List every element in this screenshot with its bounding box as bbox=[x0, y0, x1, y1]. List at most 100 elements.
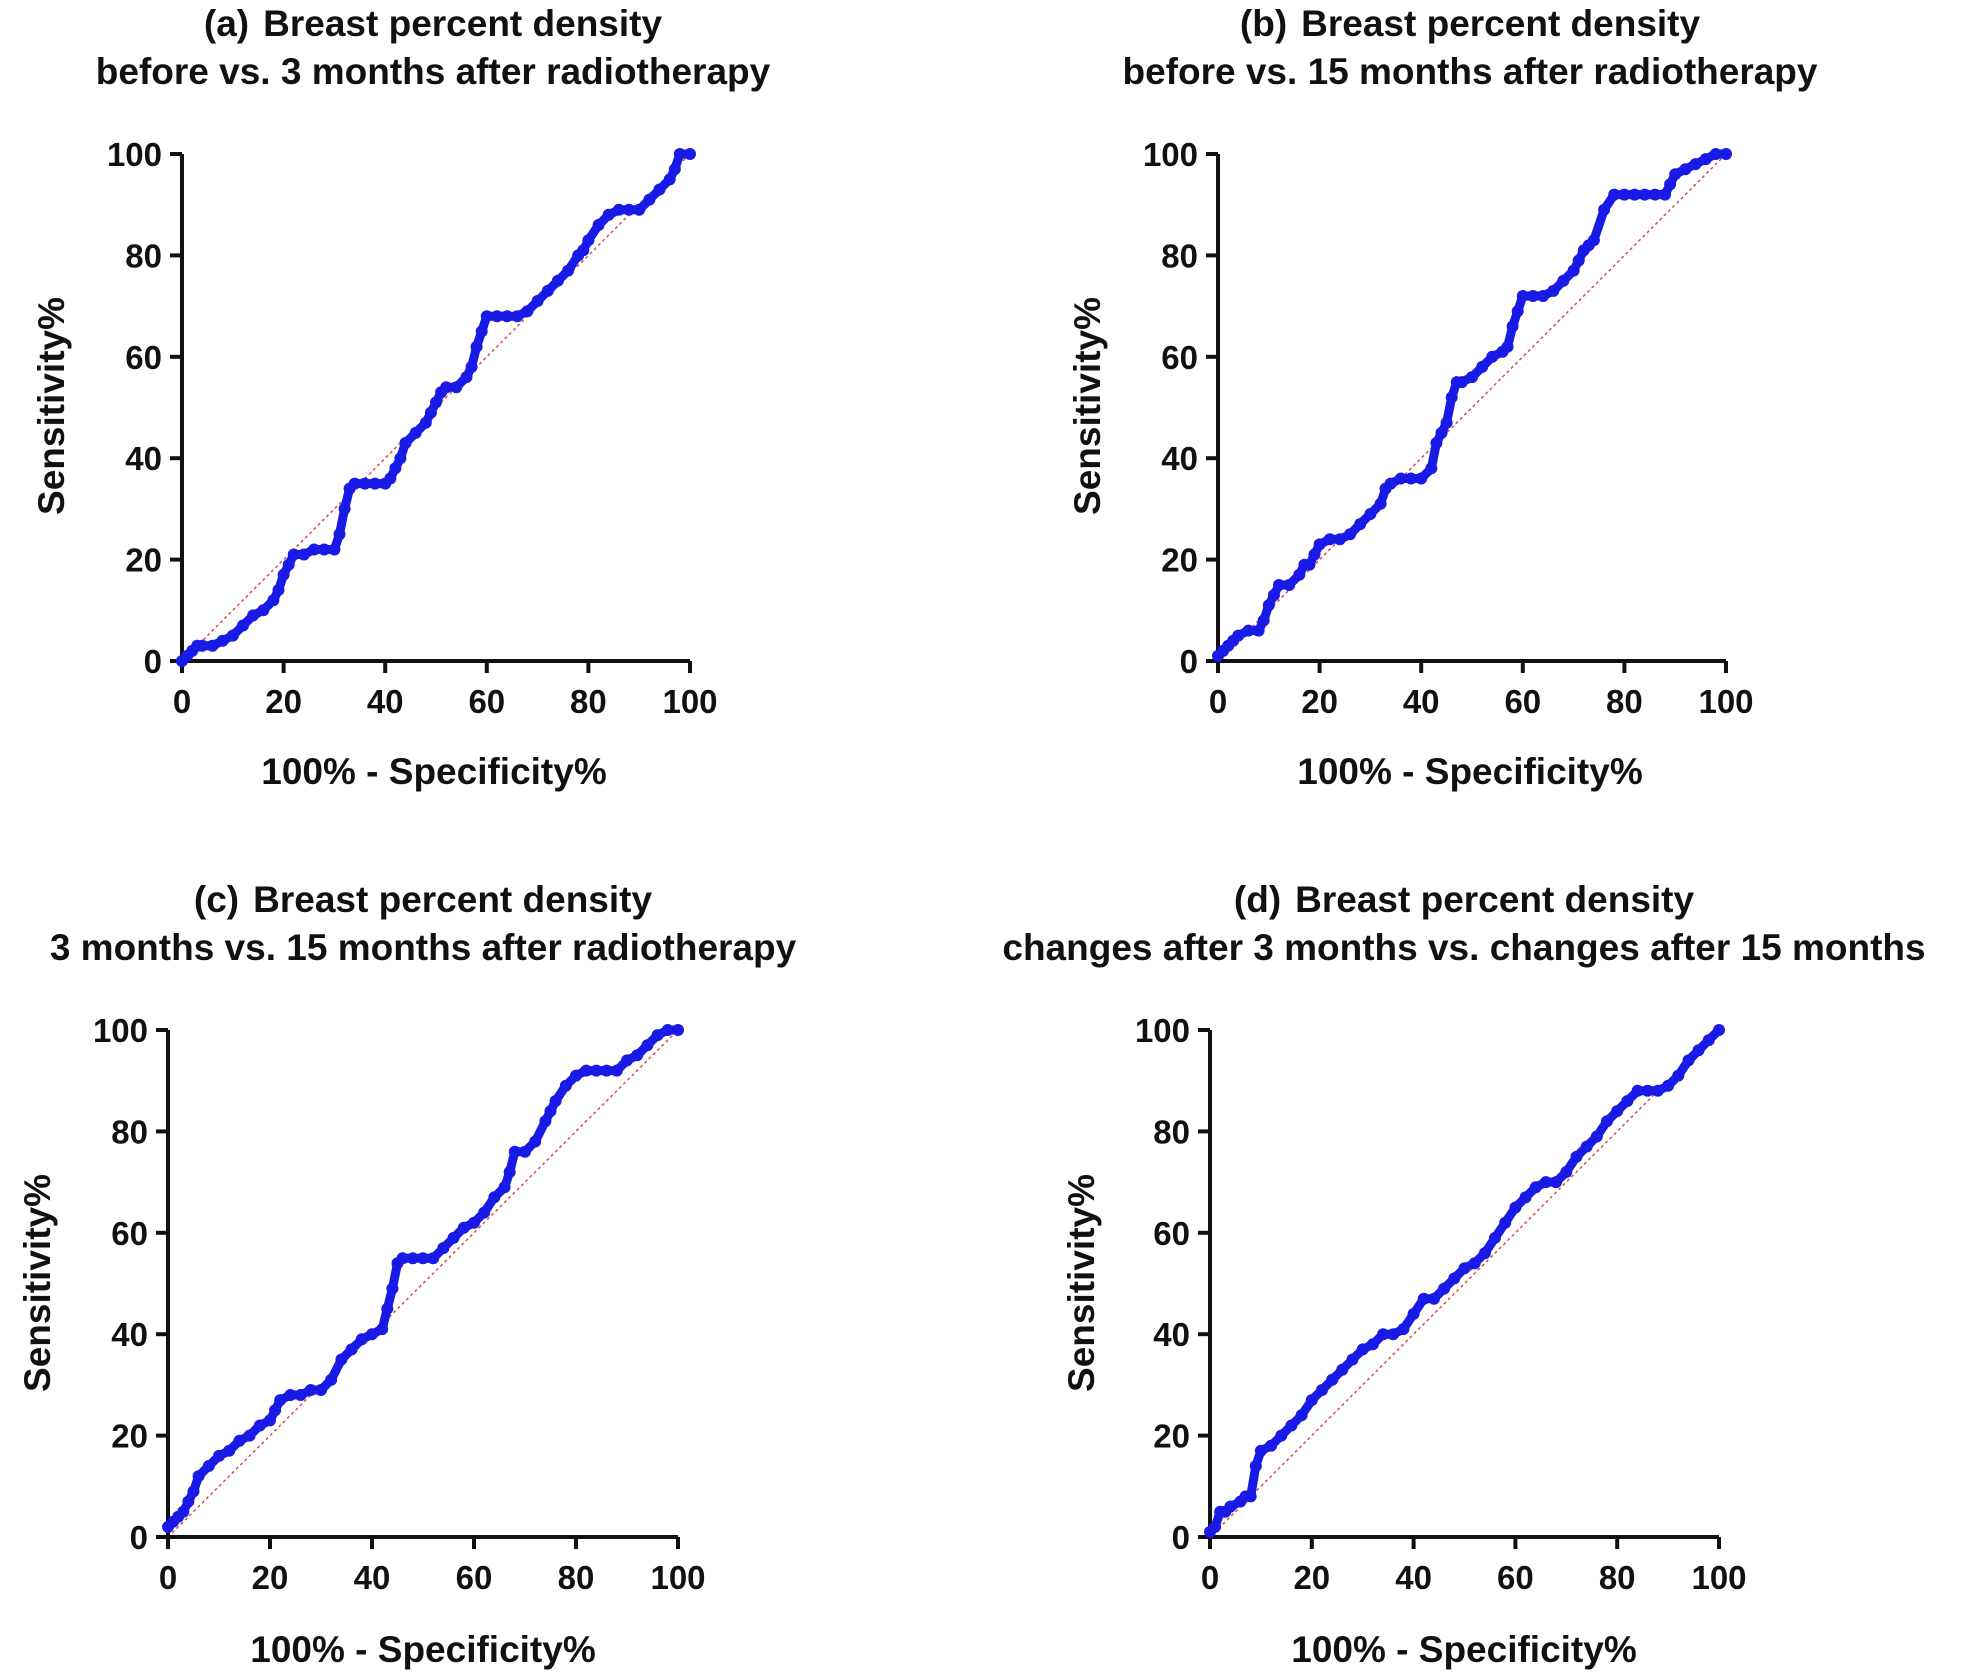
panel-a-roc-point bbox=[531, 295, 544, 307]
panel-a-roc-point bbox=[465, 360, 478, 373]
panel-c-roc-point bbox=[182, 1495, 195, 1508]
panel-c-x-tick-label: 60 bbox=[456, 1559, 493, 1596]
panel-d-roc-point bbox=[1509, 1201, 1522, 1214]
panel-b: (b) Breast percent density before vs. 15 … bbox=[1067, 3, 1818, 792]
panel-a-roc-point bbox=[491, 310, 503, 323]
panel-b-y-axis-title: Sensitivity% bbox=[1067, 297, 1108, 515]
panel-d-x-tick-label: 80 bbox=[1599, 1559, 1636, 1596]
panel-b-roc-point bbox=[1384, 477, 1397, 490]
panel-d-roc-point bbox=[1336, 1363, 1349, 1376]
panel-c-roc-point bbox=[325, 1373, 338, 1386]
panel-a-y-tick-label: 0 bbox=[144, 643, 162, 680]
panel-d-roc-point bbox=[1397, 1323, 1410, 1336]
panel-b-roc-point bbox=[1669, 168, 1682, 181]
panel-c-roc-point bbox=[381, 1302, 394, 1315]
panel-c-roc-point bbox=[274, 1394, 287, 1407]
panel-b-plot-area: 0 20 40 60 80 100 0 20 40 60 80 100 bbox=[1143, 136, 1754, 720]
panel-b-roc-point bbox=[1455, 376, 1468, 389]
panel-b-roc-point bbox=[1308, 548, 1321, 561]
panel-d-roc-point bbox=[1249, 1460, 1262, 1472]
panel-b-roc-point bbox=[1313, 538, 1326, 551]
panel-a-roc-point bbox=[237, 619, 249, 632]
panel-b-roc-point bbox=[1720, 148, 1732, 160]
panel-a-roc-point bbox=[480, 310, 493, 323]
panel-d-roc-point bbox=[1244, 1490, 1257, 1503]
panel-b-roc-point bbox=[1430, 437, 1443, 449]
panel-a-roc-point bbox=[338, 502, 351, 515]
panel-b-roc-point bbox=[1598, 203, 1611, 216]
panel-d-roc-point bbox=[1346, 1353, 1359, 1366]
panel-d-roc-point bbox=[1672, 1069, 1685, 1082]
panel-b-roc-point bbox=[1516, 290, 1529, 302]
panel-b-title-text: Breast percent density bbox=[1301, 3, 1700, 44]
panel-a-roc-point bbox=[384, 472, 397, 485]
panel-c-roc-point bbox=[213, 1449, 225, 1462]
panel-d-roc-point bbox=[1316, 1384, 1328, 1396]
panel-a-roc-point bbox=[653, 183, 666, 196]
panel-a-roc-point bbox=[247, 609, 260, 622]
panel-d-label: (d) bbox=[1234, 879, 1281, 920]
panel-d-roc-point bbox=[1499, 1216, 1512, 1229]
panel-a-y-tick-label: 80 bbox=[125, 237, 162, 274]
panel-a-x-tick-label: 0 bbox=[173, 683, 191, 720]
panel-b-roc-point bbox=[1262, 599, 1275, 612]
panel-a-roc-point bbox=[440, 381, 453, 394]
panel-b-title-line1: (b) Breast percent density bbox=[1240, 3, 1701, 44]
panel-c-title-line1: (c) Breast percent density bbox=[194, 879, 653, 920]
panel-b-roc-point bbox=[1567, 264, 1580, 277]
panel-c-roc-point bbox=[651, 1029, 664, 1042]
panel-c-roc-point bbox=[315, 1384, 327, 1396]
panel-a-roc-point bbox=[297, 548, 310, 561]
panel-a-roc-point bbox=[577, 244, 590, 257]
panel-a-roc-point bbox=[623, 203, 635, 216]
panel-c-roc-point bbox=[478, 1206, 491, 1219]
panel-d-roc-point bbox=[1458, 1262, 1471, 1275]
panel-c-roc-point bbox=[559, 1079, 572, 1092]
panel-b-roc-point bbox=[1709, 148, 1722, 160]
panel-b-roc-point bbox=[1293, 568, 1306, 581]
panel-d-y-axis-title: Sensitivity% bbox=[1061, 1174, 1102, 1392]
panel-c: (c) Breast percent density 3 months vs. 1… bbox=[17, 879, 797, 1670]
panel-d-roc-point bbox=[1601, 1115, 1613, 1128]
panel-c-roc-point bbox=[539, 1115, 552, 1128]
panel-c-roc-point bbox=[269, 1404, 282, 1417]
panel-a-title-line2: before vs. 3 months after radiotherapy bbox=[96, 51, 771, 92]
panel-a-title-line1: (a) Breast percent density bbox=[204, 3, 663, 44]
panel-a-roc-point bbox=[475, 325, 488, 338]
panel-c-roc-point bbox=[457, 1221, 470, 1234]
panel-d-roc-point bbox=[1224, 1500, 1237, 1513]
panel-b-x-tick-label: 100 bbox=[1698, 683, 1753, 720]
panel-c-roc-point bbox=[386, 1282, 399, 1295]
panel-d-roc-curve bbox=[1205, 1025, 1724, 1537]
panel-c-roc-point bbox=[641, 1039, 654, 1052]
panel-a-roc-point bbox=[206, 639, 219, 652]
panel-b-x-axis-title: 100% - Specificity% bbox=[1297, 751, 1642, 792]
panel-d-roc-point bbox=[1641, 1084, 1654, 1097]
panel-d-roc-point bbox=[1651, 1084, 1664, 1097]
panel-d-roc-point bbox=[1702, 1034, 1715, 1047]
panel-a-y-axis-title: Sensitivity% bbox=[31, 297, 72, 515]
panel-b-x-tick-label: 20 bbox=[1301, 683, 1338, 720]
panel-d-x-axis-title: 100% - Specificity% bbox=[1291, 1629, 1636, 1670]
panel-c-label: (c) bbox=[194, 879, 239, 920]
panel-d-roc-point bbox=[1560, 1166, 1573, 1178]
panel-a-roc-point bbox=[358, 477, 371, 490]
panel-a-roc-point bbox=[267, 594, 280, 607]
panel-a-roc-point bbox=[684, 148, 696, 160]
panel-c-roc-point bbox=[355, 1333, 368, 1346]
panel-d-roc-point bbox=[1489, 1231, 1501, 1244]
panel-d-title-line1: (d) Breast percent density bbox=[1234, 879, 1695, 920]
panel-c-plot-area: 0 20 40 60 80 100 0 20 40 60 80 100 bbox=[93, 1012, 706, 1596]
panel-b-roc-point bbox=[1608, 188, 1621, 201]
panel-a-roc-point bbox=[272, 584, 285, 596]
panel-b-y-tick-label: 40 bbox=[1161, 440, 1198, 477]
panel-b-roc-point bbox=[1252, 624, 1265, 637]
panel-a-x-tick-label: 40 bbox=[367, 683, 404, 720]
panel-a-plot-area: 0 20 40 60 80 100 0 20 40 60 80 100 bbox=[107, 136, 718, 720]
panel-a-roc-point bbox=[521, 305, 534, 318]
panel-d-reference-diagonal bbox=[1209, 1029, 1720, 1538]
panel-b-roc-point bbox=[1425, 462, 1438, 475]
panel-a-roc-point bbox=[511, 310, 524, 323]
panel-b-roc-point bbox=[1628, 188, 1641, 201]
panel-c-x-tick-label: 0 bbox=[159, 1559, 177, 1596]
